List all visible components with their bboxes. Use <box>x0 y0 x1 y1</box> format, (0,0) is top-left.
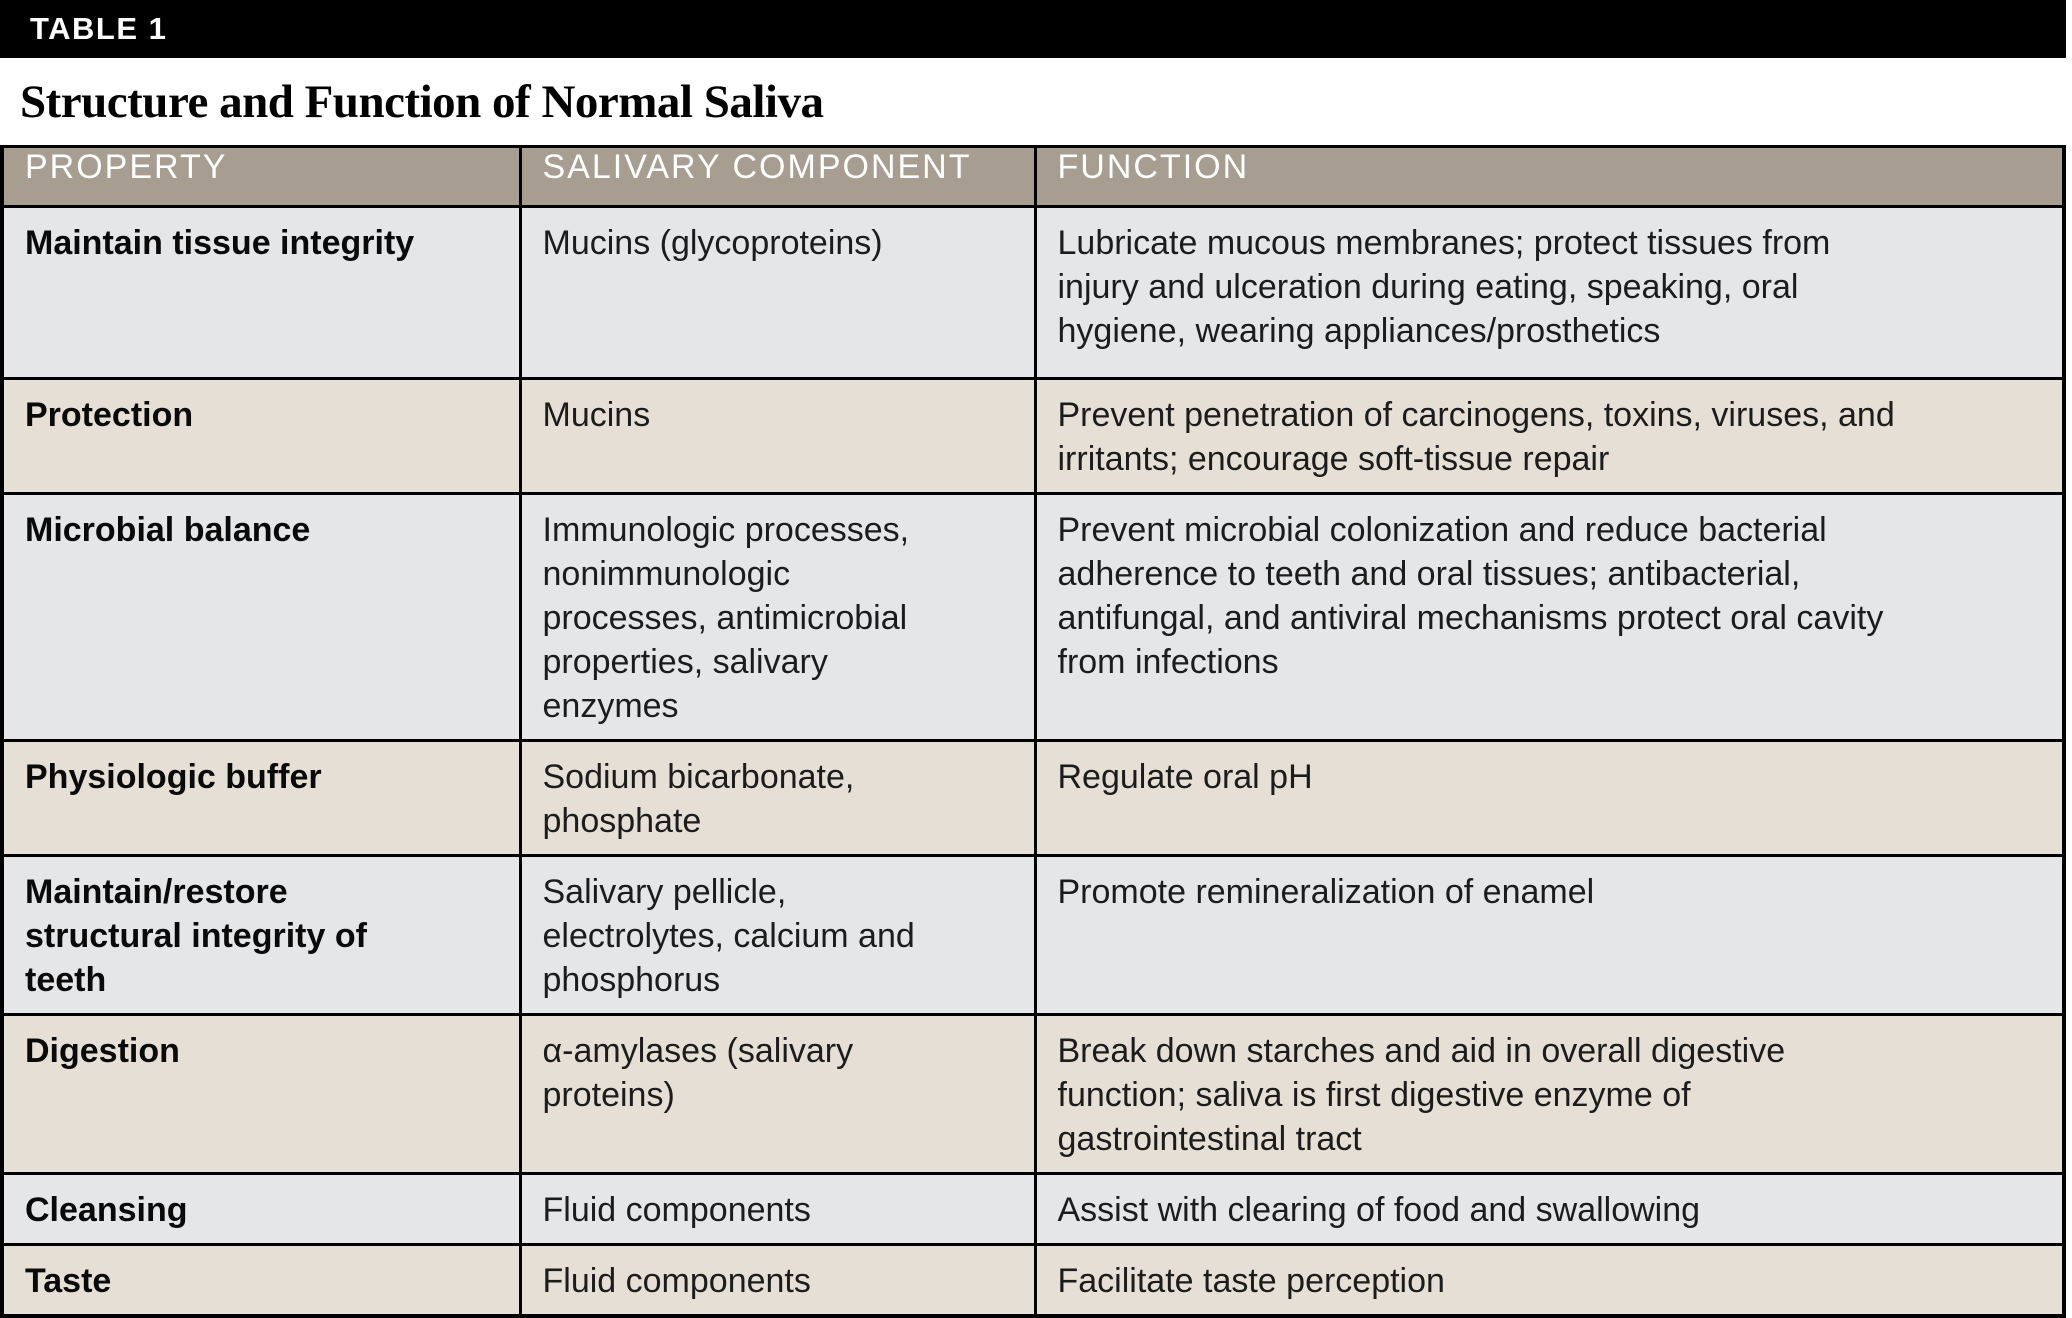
column-header-row: PROPERTY SALIVARY COMPONENT FUNCTION <box>0 145 2066 208</box>
table-number-label: TABLE 1 <box>30 11 168 46</box>
function-cell: Facilitate taste perception <box>1033 1243 2066 1318</box>
table-title: Structure and Function of Normal Saliva <box>20 75 824 128</box>
function-cell: Promote remineralization of enamel <box>1033 854 2066 1016</box>
property-cell: Cleansing <box>0 1172 522 1246</box>
saliva-structure-function-table: PROPERTY SALIVARY COMPONENT FUNCTION Mai… <box>0 145 2066 1318</box>
table-row: Digestion α-amylases (salivary proteins) B… <box>0 1013 2066 1175</box>
function-cell: Assist with clearing of food and swallow… <box>1033 1172 2066 1246</box>
component-cell: α-amylases (salivary proteins) <box>518 1013 1037 1175</box>
component-cell: Mucins (glycoproteins) <box>518 205 1037 380</box>
component-cell: Sodium bicarbonate, phosphate <box>518 739 1037 857</box>
function-cell: Regulate oral pH <box>1033 739 2066 857</box>
table-number-bar: TABLE 1 <box>0 0 2066 58</box>
function-cell: Prevent penetration of carcinogens, toxi… <box>1033 377 2066 495</box>
column-header-salivary-component: SALIVARY COMPONENT <box>518 145 1037 208</box>
property-cell: Taste <box>0 1243 522 1318</box>
table-row: Maintain/restore structural integrity of… <box>0 854 2066 1016</box>
column-header-property: PROPERTY <box>0 145 522 208</box>
property-cell: Maintain tissue integrity <box>0 205 522 380</box>
property-cell: Protection <box>0 377 522 495</box>
table-row: Cleansing Fluid components Assist with cle… <box>0 1172 2066 1246</box>
table-row: Maintain tissue integrity Mucins (glycopr… <box>0 205 2066 380</box>
component-cell: Fluid components <box>518 1172 1037 1246</box>
table-row: Taste Fluid components Facilitate taste pe… <box>0 1243 2066 1318</box>
table-row: Physiologic buffer Sodium bicarbonate, ph… <box>0 739 2066 857</box>
title-strip: Structure and Function of Normal Saliva <box>0 58 2066 145</box>
table-row: Protection Mucins Prevent penetration of c… <box>0 377 2066 495</box>
component-cell: Mucins <box>518 377 1037 495</box>
table-row: Microbial balance Immunologic processes, … <box>0 492 2066 742</box>
property-cell: Digestion <box>0 1013 522 1175</box>
property-cell: Microbial balance <box>0 492 522 742</box>
component-cell: Salivary pellicle, electrolytes, calcium… <box>518 854 1037 1016</box>
property-cell: Maintain/restore structural integrity of… <box>0 854 522 1016</box>
property-cell: Physiologic buffer <box>0 739 522 857</box>
column-header-function: FUNCTION <box>1033 145 2066 208</box>
table-body: Maintain tissue integrity Mucins (glycopr… <box>0 205 2066 1318</box>
function-cell: Prevent microbial colonization and reduc… <box>1033 492 2066 742</box>
component-cell: Immunologic processes, nonimmunologic pr… <box>518 492 1037 742</box>
component-cell: Fluid components <box>518 1243 1037 1318</box>
function-cell: Lubricate mucous membranes; protect tiss… <box>1033 205 2066 380</box>
function-cell: Break down starches and aid in overall d… <box>1033 1013 2066 1175</box>
